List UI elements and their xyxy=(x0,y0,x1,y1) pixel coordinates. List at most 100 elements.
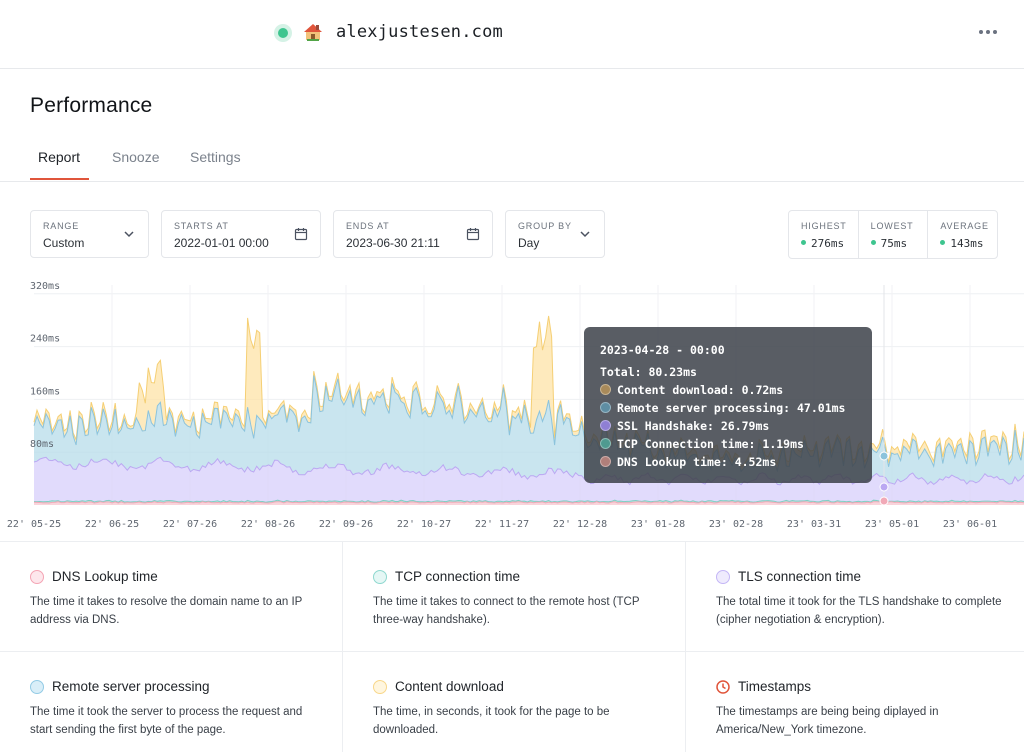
legend-card: Remote server processing The time it took… xyxy=(0,652,343,752)
x-tick-label: 23' 06-01 xyxy=(943,519,997,530)
legend-description: The time, in seconds, it took for the pa… xyxy=(373,706,610,736)
tcp-area-line xyxy=(33,499,1024,503)
ends-at-input[interactable]: ENDS AT 2023-06-30 21:11 xyxy=(333,210,493,258)
x-tick-label: 23' 05-01 xyxy=(865,519,919,530)
x-tick-label: 22' 09-26 xyxy=(319,519,373,530)
series-swatch-icon xyxy=(600,420,611,431)
tooltip-total: Total: 80.23ms xyxy=(600,365,697,379)
legend-card: TLS connection time The total time it too… xyxy=(686,542,1024,652)
tooltip-row: TCP Connection time: 1.19ms xyxy=(600,435,856,453)
clock-icon xyxy=(716,679,730,694)
tab-settings[interactable]: Settings xyxy=(190,149,241,165)
ends-at-value: 2023-06-30 21:11 xyxy=(346,236,440,250)
stat-highest-label: HIGHEST xyxy=(801,221,847,231)
chevron-down-icon xyxy=(580,231,590,238)
status-indicator xyxy=(274,24,292,42)
ends-at-label: ENDS AT xyxy=(346,221,390,231)
page-title: Performance xyxy=(30,94,153,117)
tooltip-row: Content download: 0.72ms xyxy=(600,381,856,399)
x-tick-label: 22' 10-27 xyxy=(397,519,451,530)
hover-point xyxy=(879,451,889,461)
range-label: RANGE xyxy=(43,221,80,231)
legend-card: TCP connection time The time it takes to … xyxy=(343,542,686,652)
tooltip-row: SSL Handshake: 26.79ms xyxy=(600,417,856,435)
x-axis: 22' 05-25 22' 06-25 22' 07-26 22' 08-26 22' … xyxy=(7,519,997,530)
x-tick-label: 22' 05-25 xyxy=(7,519,61,530)
series-swatch-icon xyxy=(600,438,611,449)
tab-report[interactable]: Report xyxy=(38,149,81,165)
range-select[interactable]: RANGE Custom xyxy=(30,210,149,258)
legend-title: TCP connection time xyxy=(395,569,521,584)
metrics-legend: DNS Lookup time The time it takes to reso… xyxy=(0,541,1024,752)
series-swatch-icon xyxy=(600,384,611,395)
chart-tooltip: 2023-04-28 - 00:00 Total: 80.23ms Conten… xyxy=(584,327,872,483)
legend-swatch-icon xyxy=(30,569,44,584)
tab-snooze[interactable]: Snooze xyxy=(112,149,160,165)
x-tick-label: 22' 08-26 xyxy=(241,519,295,530)
starts-at-label: STARTS AT xyxy=(174,221,229,231)
ssl-area xyxy=(34,457,1024,503)
group-by-select[interactable]: GROUP BY Day xyxy=(505,210,605,258)
legend-description: The total time it took for the TLS hands… xyxy=(716,596,1002,626)
stats-summary: HIGHEST 276ms LOWEST 75ms AVERAGE 143ms xyxy=(788,210,998,259)
more-horizontal-icon xyxy=(979,30,983,34)
top-bar: alexjustesen.com xyxy=(0,0,1024,69)
y-axis: 80ms 160ms 240ms 320ms xyxy=(30,281,60,450)
green-dot-icon xyxy=(940,240,946,245)
tab-bar: Report Snooze Settings xyxy=(0,140,1024,182)
legend-title: Timestamps xyxy=(738,679,812,694)
stat-highest-value: 276ms xyxy=(811,237,845,250)
group-by-value: Day xyxy=(518,236,540,250)
starts-at-value: 2022-01-01 00:00 xyxy=(174,236,269,250)
stat-lowest: LOWEST 75ms xyxy=(859,211,929,258)
x-tick-label: 22' 07-26 xyxy=(163,519,217,530)
x-tick-label: 23' 01-28 xyxy=(631,519,685,530)
chevron-down-icon xyxy=(124,231,134,238)
calendar-icon[interactable] xyxy=(466,227,480,241)
legend-description: The time it takes to resolve the domain … xyxy=(30,596,303,626)
legend-title: Remote server processing xyxy=(52,679,210,694)
legend-swatch-icon xyxy=(373,569,387,584)
series-swatch-icon xyxy=(600,402,611,413)
group-by-label: GROUP BY xyxy=(518,221,572,231)
x-tick-label: 22' 06-25 xyxy=(85,519,139,530)
calendar-icon[interactable] xyxy=(294,227,308,241)
more-options-button[interactable] xyxy=(976,24,1000,40)
tooltip-row: DNS Lookup time: 4.52ms xyxy=(600,453,856,471)
stat-average-value: 143ms xyxy=(950,237,984,250)
tooltip-date: 2023-04-28 - 00:00 xyxy=(600,343,725,357)
x-tick-label: 22' 11-27 xyxy=(475,519,529,530)
y-tick-label: 160ms xyxy=(30,386,60,397)
legend-title: TLS connection time xyxy=(738,569,862,584)
x-tick-label: 22' 12-28 xyxy=(553,519,607,530)
house-icon xyxy=(304,24,322,41)
dns-area-line xyxy=(33,501,1024,504)
legend-card: Timestamps The timestamps are being being… xyxy=(686,652,1024,752)
legend-title: Content download xyxy=(395,679,504,694)
legend-description: The time it takes to connect to the remo… xyxy=(373,596,640,626)
stat-lowest-label: LOWEST xyxy=(870,221,914,231)
legend-swatch-icon xyxy=(373,679,387,694)
hover-markers xyxy=(879,285,889,506)
y-tick-label: 320ms xyxy=(30,281,60,292)
hover-point xyxy=(879,496,889,506)
range-value: Custom xyxy=(43,236,85,250)
active-tab-indicator xyxy=(30,178,89,180)
x-tick-label: 23' 02-28 xyxy=(709,519,763,530)
chart-areas xyxy=(33,315,1024,505)
green-dot-icon xyxy=(801,240,806,245)
y-tick-label: 80ms xyxy=(30,439,54,450)
x-tick-label: 23' 03-31 xyxy=(787,519,841,530)
hover-point xyxy=(879,482,889,492)
site-name: alexjustesen.com xyxy=(336,22,503,42)
legend-swatch-icon xyxy=(30,679,44,694)
series-swatch-icon xyxy=(600,456,611,467)
legend-description: The time it took the server to process t… xyxy=(30,706,303,736)
legend-card: DNS Lookup time The time it takes to reso… xyxy=(0,542,343,652)
stat-lowest-value: 75ms xyxy=(880,237,908,250)
tooltip-row: Remote server processing: 47.01ms xyxy=(600,399,856,417)
remote-area xyxy=(34,375,1024,485)
starts-at-input[interactable]: STARTS AT 2022-01-01 00:00 xyxy=(161,210,321,258)
green-dot-icon xyxy=(870,240,876,245)
